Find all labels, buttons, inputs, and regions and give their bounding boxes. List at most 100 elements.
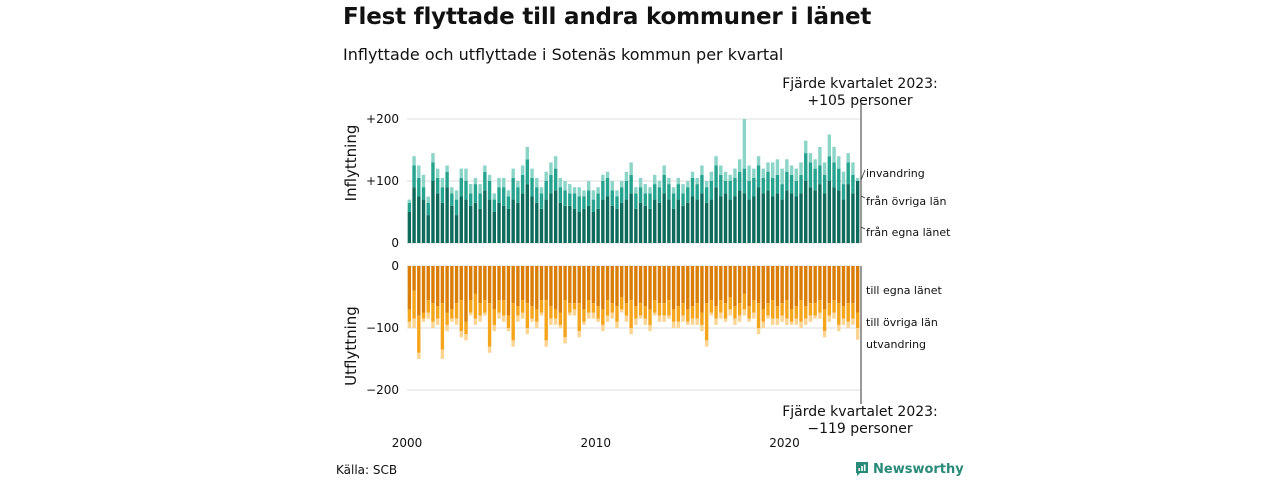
bar-out-0 [723, 266, 728, 304]
bar-in-0 [469, 205, 473, 243]
bar-in-0 [648, 208, 652, 243]
bar-out-0 [492, 266, 496, 310]
bar-out-2 [558, 324, 563, 328]
bar-in-1 [756, 165, 761, 188]
bar-in-2 [846, 153, 850, 163]
bar-out-1 [799, 300, 803, 322]
bar-out-2 [638, 315, 643, 319]
bar-out-1 [818, 300, 822, 313]
bar-in-2 [638, 177, 643, 188]
bar-in-0 [520, 193, 525, 243]
bar-out-1 [620, 297, 624, 310]
bar-out-2 [478, 315, 482, 322]
bar-in-1 [421, 187, 426, 200]
bar-in-2 [553, 156, 558, 169]
bar-in-0 [827, 181, 832, 243]
bar-in-0 [596, 208, 600, 243]
bar-out-0 [841, 266, 846, 307]
bar-out-1 [563, 300, 567, 338]
bar-in-2 [681, 184, 685, 194]
bar-out-0 [780, 266, 784, 304]
bar-out-0 [544, 266, 548, 301]
bar-in-1 [789, 174, 794, 194]
bar-out-1 [704, 303, 709, 341]
bar-in-2 [539, 187, 544, 194]
bar-in-1 [827, 156, 832, 181]
bar-out-0 [804, 266, 808, 307]
bar-in-1 [549, 174, 553, 194]
bar-in-0 [539, 208, 544, 243]
bar-in-2 [822, 162, 827, 175]
bar-out-0 [855, 266, 860, 313]
bar-out-2 [610, 312, 614, 319]
bar-out-1 [742, 293, 747, 310]
bar-out-0 [681, 266, 685, 304]
bar-in-1 [469, 193, 473, 206]
bar-out-2 [624, 315, 629, 322]
bar-out-2 [577, 331, 581, 338]
bar-in-0 [506, 208, 511, 243]
bar-in-0 [799, 193, 803, 243]
bar-in-0 [426, 215, 430, 243]
bar-out-1 [610, 303, 614, 313]
bar-in-2 [653, 174, 657, 185]
bar-out-1 [464, 321, 468, 335]
bar-out-0 [799, 266, 803, 301]
bar-out-0 [596, 266, 600, 307]
bar-out-2 [756, 328, 761, 335]
bar-in-2 [563, 181, 567, 191]
bar-out-2 [586, 312, 591, 319]
bar-in-0 [629, 193, 633, 243]
bar-out-2 [502, 315, 506, 322]
x-tick-label: 2020 [769, 436, 800, 450]
bar-in-1 [657, 187, 662, 203]
bar-out-1 [450, 309, 454, 319]
bar-in-0 [671, 208, 676, 243]
bar-in-1 [530, 177, 534, 197]
bar-in-0 [719, 196, 723, 243]
bar-out-0 [653, 266, 657, 301]
bar-out-2 [605, 315, 610, 322]
bar-in-0 [752, 196, 756, 243]
bar-in-2 [771, 162, 775, 178]
bar-out-1 [813, 303, 817, 316]
bar-in-0 [714, 187, 718, 243]
bar-out-2 [492, 324, 496, 332]
bar-in-2 [520, 165, 525, 175]
bar-out-0 [459, 266, 463, 301]
bar-out-1 [558, 312, 563, 325]
bar-out-1 [700, 312, 704, 325]
bar-in-0 [709, 199, 714, 243]
bar-in-0 [568, 205, 572, 243]
annotation-bottom-line1: Fjärde kvartalet 2023: [782, 404, 938, 420]
bar-out-1 [780, 303, 784, 316]
bar-out-2 [676, 321, 681, 328]
bar-out-0 [487, 266, 492, 304]
bar-in-0 [851, 193, 855, 243]
bar-in-0 [535, 202, 539, 243]
bar-in-0 [686, 202, 690, 243]
bar-out-0 [775, 266, 780, 307]
bar-out-2 [539, 312, 544, 316]
bar-in-1 [464, 181, 468, 200]
bar-out-0 [742, 266, 747, 294]
bar-out-0 [747, 266, 751, 307]
bar-out-2 [553, 318, 558, 325]
bar-out-1 [473, 293, 478, 319]
bar-in-2 [502, 177, 506, 188]
bar-out-1 [502, 300, 506, 316]
bar-in-1 [502, 187, 506, 206]
annotation-top-line2: +105 personer [807, 93, 913, 109]
bar-out-1 [723, 303, 728, 319]
bar-in-1 [572, 193, 577, 209]
bar-in-2 [591, 190, 596, 200]
bar-out-2 [412, 318, 416, 328]
bar-out-2 [454, 318, 459, 325]
bar-in-0 [445, 187, 449, 243]
bar-in-2 [714, 156, 718, 166]
bar-in-1 [605, 177, 610, 197]
bar-in-2 [435, 168, 440, 178]
bar-out-1 [511, 303, 515, 341]
bar-out-2 [695, 318, 699, 325]
bar-in-0 [586, 205, 591, 243]
